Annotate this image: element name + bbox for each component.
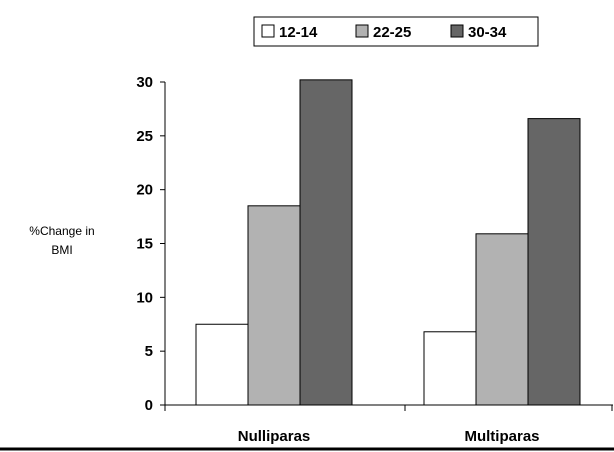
y-tick-label: 30	[136, 74, 153, 91]
bar	[475, 233, 529, 406]
y-tick-label: 5	[145, 343, 153, 360]
bar	[247, 205, 301, 406]
legend-label: 30-34	[468, 24, 507, 41]
legend-label: 12-14	[279, 24, 318, 41]
y-tick-label: 0	[145, 397, 153, 414]
bar	[299, 79, 353, 406]
legend-swatch	[450, 24, 464, 38]
legend-swatch	[355, 24, 369, 38]
y-tick-label: 15	[136, 236, 153, 253]
y-tick-label: 20	[136, 182, 153, 199]
y-axis-label-line-2: BMI	[51, 243, 72, 257]
legend: 12-14 22-25 30-34	[253, 16, 539, 47]
y-tick-label: 25	[136, 128, 153, 145]
bar	[423, 331, 477, 406]
x-category-label: Multiparas	[464, 428, 539, 445]
bar	[527, 118, 581, 406]
plot-area: 0 5 10 15 20 25 30 Nulliparas Multiparas	[136, 74, 613, 445]
y-tick-label: 10	[136, 289, 153, 306]
bar	[195, 323, 249, 406]
legend-swatch	[261, 24, 275, 38]
y-axis-label-line-1: %Change in	[29, 224, 94, 238]
legend-frame	[253, 16, 539, 47]
legend-label: 22-25	[373, 24, 411, 41]
x-category-label: Nulliparas	[238, 428, 311, 445]
y-axis-label: %Change in BMI	[29, 224, 94, 257]
